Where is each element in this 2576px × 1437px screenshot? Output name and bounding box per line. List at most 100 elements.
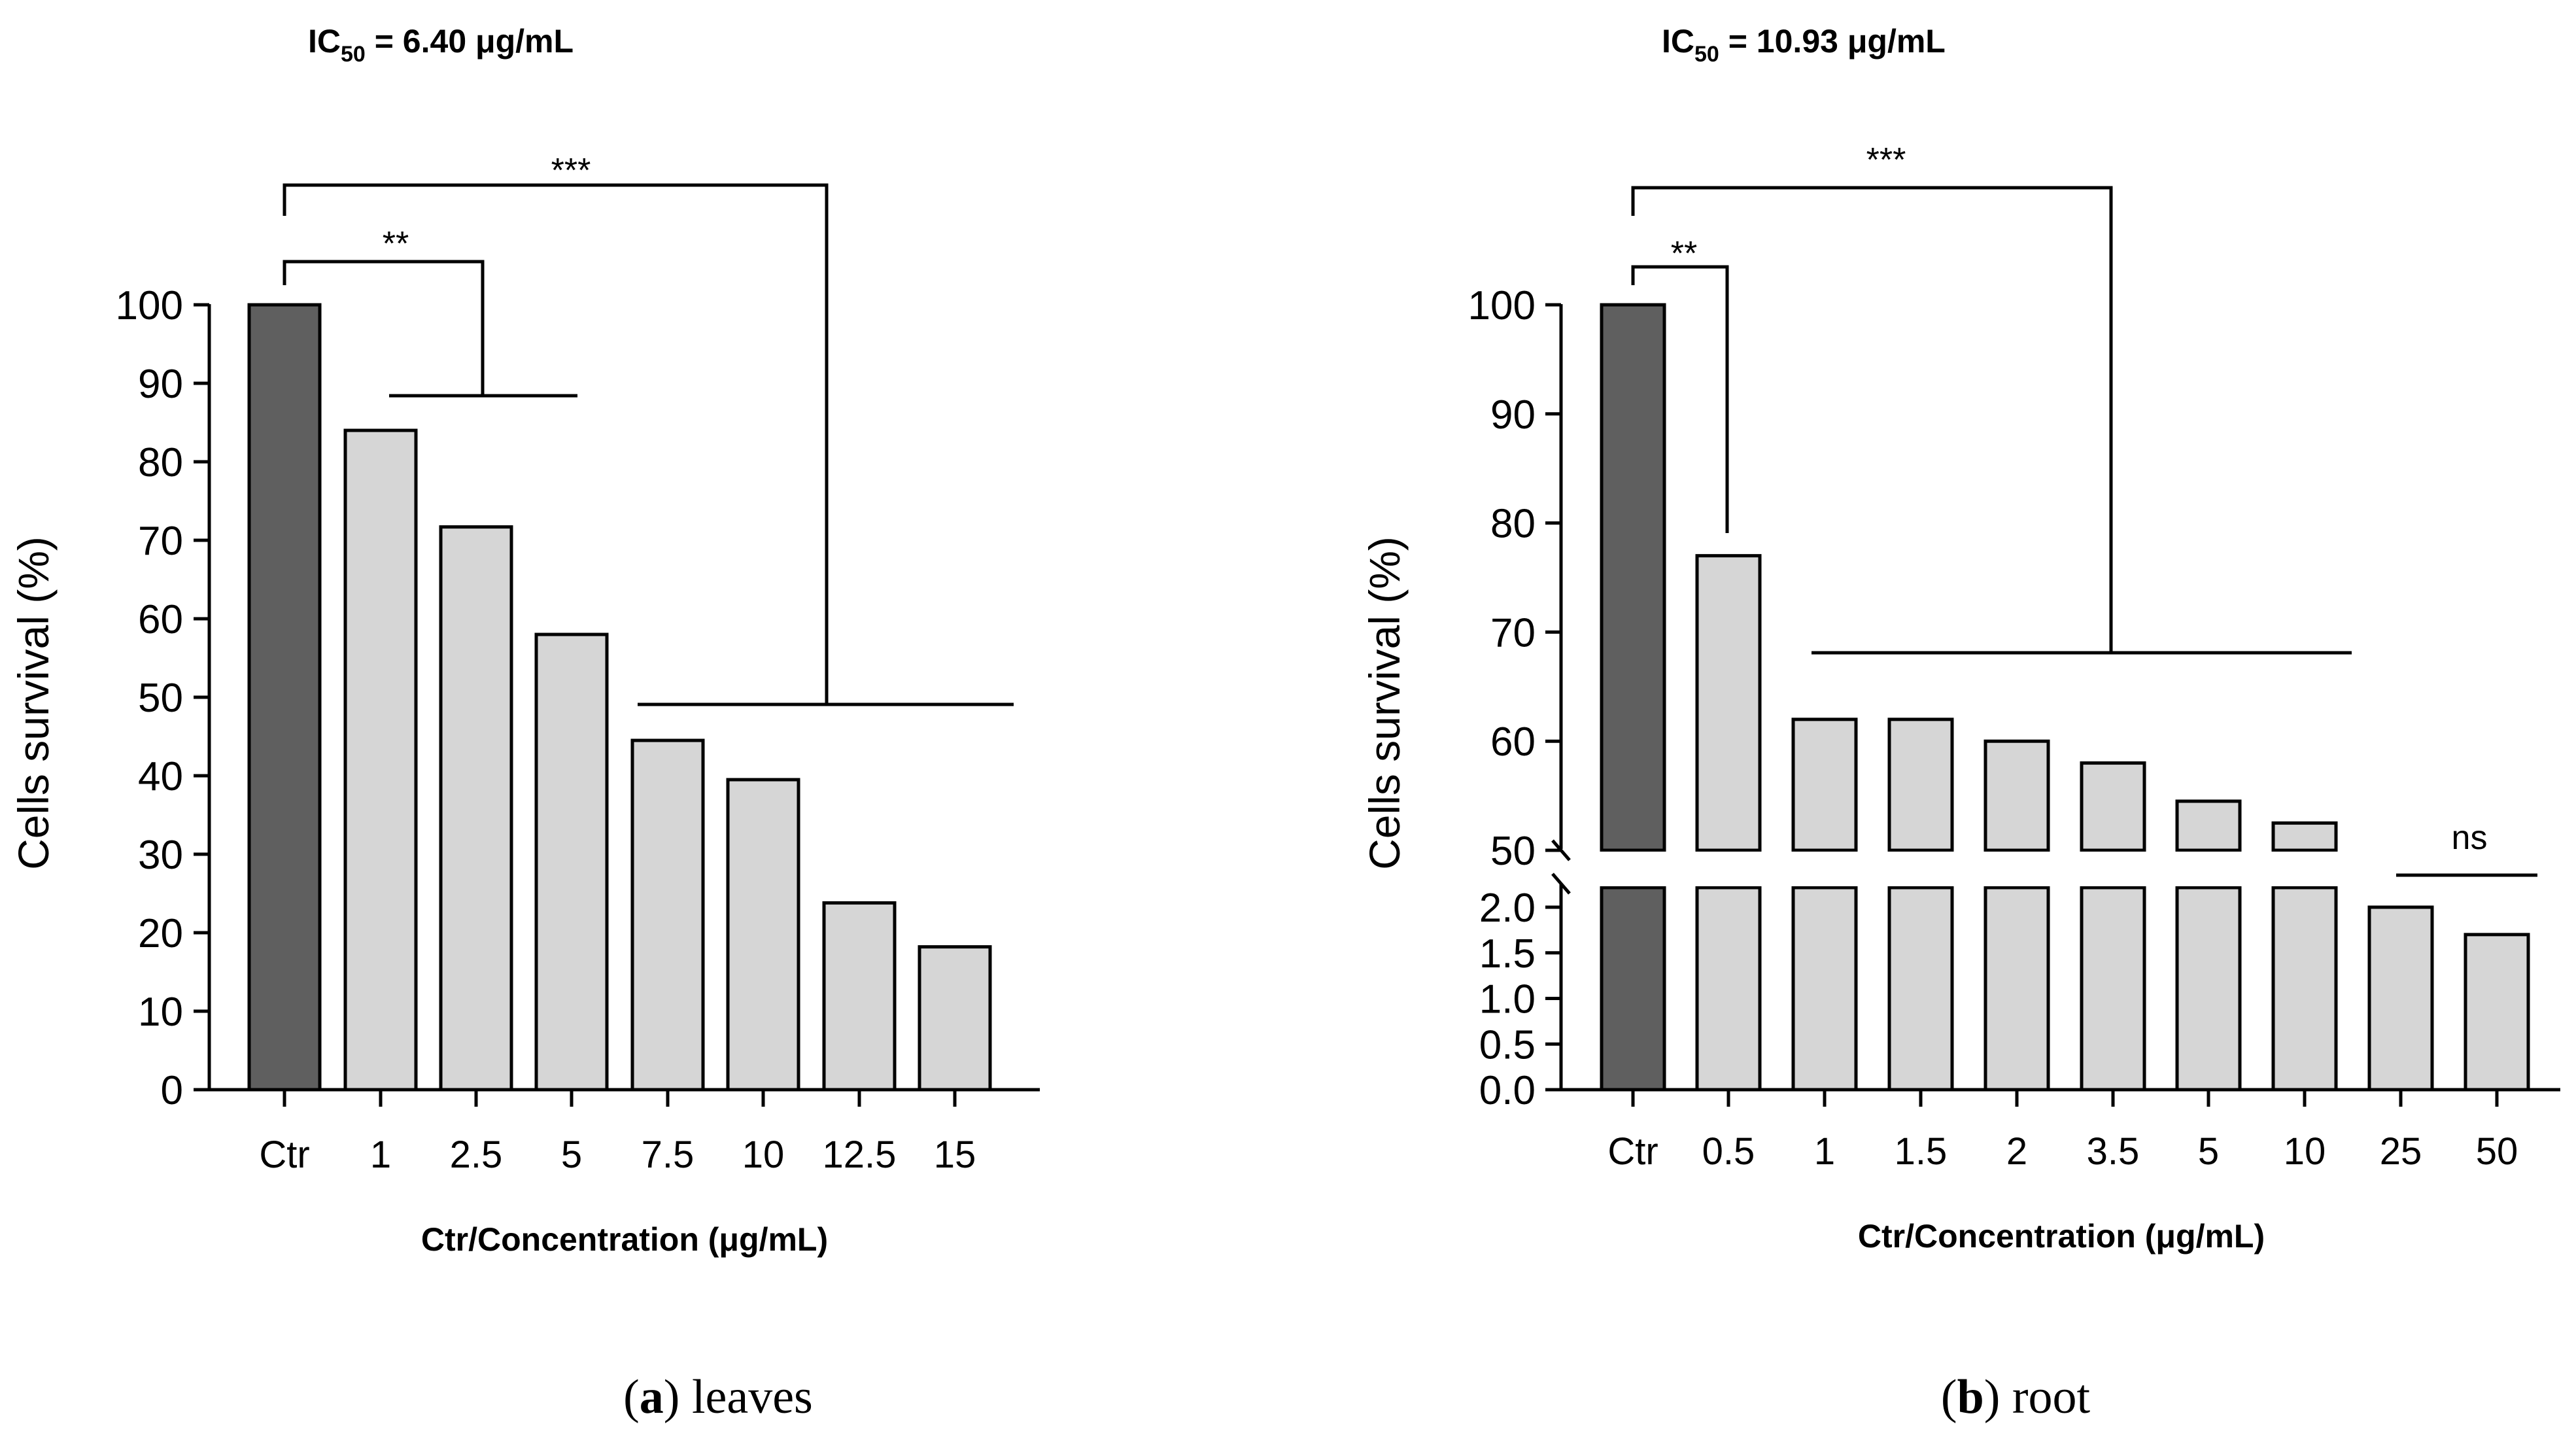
- panel-b-sig-label-triple: ***: [1866, 141, 1906, 179]
- panel-b-x-ticks: Ctr 0.5 1 1.5 2 3.5 5 10 25 50: [1607, 1090, 2518, 1173]
- panel-b-bar-1.5: [1887, 886, 1954, 1092]
- panel-a-ic50-sub: 50: [341, 42, 366, 67]
- panel-b-bracket-triple: [1631, 186, 2113, 653]
- panel-a-ic50-value: = 6.40 μg/mL: [366, 23, 574, 60]
- panel-b-y-tick-label: 60: [1490, 719, 1536, 765]
- panel-a-x-ticks: Ctr 1 2.5 5 7.5 10 12.5 15: [259, 1090, 976, 1176]
- panel-b-ic50-prefix: IC: [1662, 23, 1694, 60]
- panel-b-x-tick-label: 5: [2198, 1130, 2219, 1173]
- panel-b-x-axis-label: Ctr/Concentration (μg/mL): [1858, 1218, 2265, 1255]
- panel-b-x-tick-label: 10: [2284, 1130, 2326, 1173]
- panel-a-bar-Ctr: [247, 303, 322, 1092]
- panel-a-bar-7.5: [630, 738, 705, 1092]
- panel-b-bars: [1600, 303, 2530, 1092]
- panel-a-bar-2.5: [439, 525, 513, 1092]
- panel-b-ic50-title: IC50 = 10.93 μg/mL: [1662, 23, 1946, 67]
- panel-b-x-tick-label: 1: [1814, 1130, 1835, 1173]
- panel-b-bar-upper-10: [2271, 821, 2338, 852]
- panel-b-bar-upper-0.5: [1695, 554, 1762, 852]
- panel-a-x-axis-label: Ctr/Concentration (μg/mL): [421, 1221, 828, 1258]
- panel-b-bar-25: [2367, 905, 2434, 1092]
- panel-a-y-tick-label: 10: [138, 990, 183, 1035]
- panel-b-ic50-value: = 10.93 μg/mL: [1719, 23, 1946, 60]
- panel-a-x-tick-label: 2.5: [450, 1134, 503, 1176]
- panel-b-bar-1: [1791, 886, 1858, 1092]
- panel-a-sig-label-triple: ***: [551, 152, 591, 190]
- panel-a-caption: (a) leaves: [623, 1370, 813, 1424]
- panel-a-y-tick-label: 0: [161, 1068, 183, 1113]
- panel-a-y-ticks: 0 10 20 30 40 50 60 70 80 90 100: [116, 283, 209, 1113]
- panel-a-bracket-double: [283, 260, 485, 396]
- panel-a-caption-text: leaves: [692, 1370, 813, 1424]
- panel-a-bar-12.5: [822, 901, 897, 1092]
- panel-b-sig-label-ns: ns: [2452, 819, 2488, 857]
- panel-b-bar-10: [2271, 886, 2338, 1092]
- panel-b-bar-upper-5: [2175, 799, 2242, 852]
- panel-b-y-tick-label: 0.0: [1479, 1068, 1536, 1113]
- panel-b-bar-gap-1.5: [1887, 852, 1954, 886]
- panel-b-bracket-double: [1631, 265, 1729, 533]
- panel-b-x-tick-label: 25: [2380, 1130, 2422, 1173]
- panel-b-y-tick-label: 70: [1490, 610, 1536, 655]
- panel-b-bar-3.5: [2080, 886, 2146, 1092]
- panel-b-x-tick-label: 2: [2006, 1130, 2027, 1173]
- panel-b-y-tick-label: 90: [1490, 392, 1536, 438]
- panel-b-axis-break-upper: [1551, 839, 1571, 861]
- panel-b-bar-upper-1.5: [1887, 718, 1954, 852]
- panel-b-y-tick-label: 2.0: [1479, 886, 1536, 931]
- panel-a-x-tick-label: 1: [370, 1134, 391, 1176]
- panel-a-significance: *****: [283, 152, 1014, 706]
- panel-b-bar-upper-Ctr: [1600, 303, 1666, 852]
- panel-b-caption-text: root: [2012, 1370, 2091, 1424]
- panel-b-y-tick-label: 1.0: [1479, 977, 1536, 1022]
- panel-b-bar-gap-10: [2271, 852, 2338, 886]
- panel-b-bar-5: [2175, 886, 2242, 1092]
- panel-a-x-tick-label: 10: [742, 1134, 785, 1176]
- panel-a-bracket-triple: [283, 183, 829, 704]
- panel-a-bar-10: [726, 778, 800, 1092]
- panel-b-axis-break-lower: [1551, 873, 1571, 895]
- panel-b-x-tick-label: 50: [2476, 1130, 2518, 1173]
- panel-b-y-tick-label: 50: [1490, 829, 1536, 874]
- panel-b-y-ticks: 50 60 70 80 90 100 0.00.51.01.52.0: [1468, 283, 1561, 1113]
- panel-b-bar-gap-0.5: [1695, 852, 1762, 886]
- panel-a-y-tick-label: 40: [138, 754, 183, 799]
- panel-a-y-tick-label: 90: [138, 362, 183, 407]
- panel-a-caption-letter: a: [640, 1370, 664, 1424]
- panel-a-y-tick-label: 100: [116, 283, 183, 328]
- panel-b-x-tick-label: 3.5: [2087, 1130, 2140, 1173]
- panel-b-y-tick-label: 1.5: [1479, 931, 1536, 977]
- panel-a-y-tick-label: 60: [138, 597, 183, 642]
- panel-b-bar-Ctr: [1600, 886, 1666, 1092]
- panel-b-bar-50: [2464, 933, 2530, 1092]
- panel-a-x-tick-label: 12.5: [823, 1134, 897, 1176]
- panel-a-y-axis-label: Cells survival (%): [9, 536, 58, 870]
- panel-b-bar-gap-1: [1791, 852, 1858, 886]
- panel-a-x-tick-label: 15: [934, 1134, 976, 1176]
- panel-b-bar-gap-5: [2175, 852, 2242, 886]
- panel-b-significance: *****ns: [1631, 141, 2537, 877]
- panel-a-sig-label-double: **: [383, 225, 409, 263]
- panel-b-x-tick-label: Ctr: [1607, 1130, 1658, 1173]
- panel-b-y-tick-label: 80: [1490, 502, 1536, 547]
- panel-b-y-tick-label: 0.5: [1479, 1022, 1536, 1067]
- panel-b-x-tick-label: 1.5: [1895, 1130, 1948, 1173]
- panel-b-ic50-sub: 50: [1694, 42, 1719, 67]
- panel-b-y-tick-label: 100: [1468, 283, 1536, 328]
- panel-a: IC50 = 6.40 μg/mL Cells survival (%) 0 10…: [9, 23, 1040, 1424]
- panel-b-bar-upper-1: [1791, 718, 1858, 852]
- panel-a-y-tick-label: 80: [138, 440, 183, 485]
- panel-a-y-tick-label: 70: [138, 519, 183, 564]
- panel-a-ic50-title: IC50 = 6.40 μg/mL: [308, 23, 574, 67]
- panel-a-bar-1: [343, 428, 418, 1092]
- panel-a-ic50-prefix: IC: [308, 23, 341, 60]
- panel-a-x-tick-label: 5: [561, 1134, 582, 1176]
- panel-b-y-axis-label: Cells survival (%): [1360, 536, 1409, 870]
- panel-a-x-tick-label: 7.5: [642, 1134, 695, 1176]
- panel-b-sig-label-double: **: [1671, 235, 1697, 273]
- panel-a-y-tick-label: 20: [138, 911, 183, 956]
- panel-b-bar-gap-2: [1984, 852, 2050, 886]
- panel-b: IC50 = 10.93 μg/mL Cells survival (%) 50…: [1360, 23, 2560, 1424]
- panel-a-bar-15: [918, 945, 992, 1092]
